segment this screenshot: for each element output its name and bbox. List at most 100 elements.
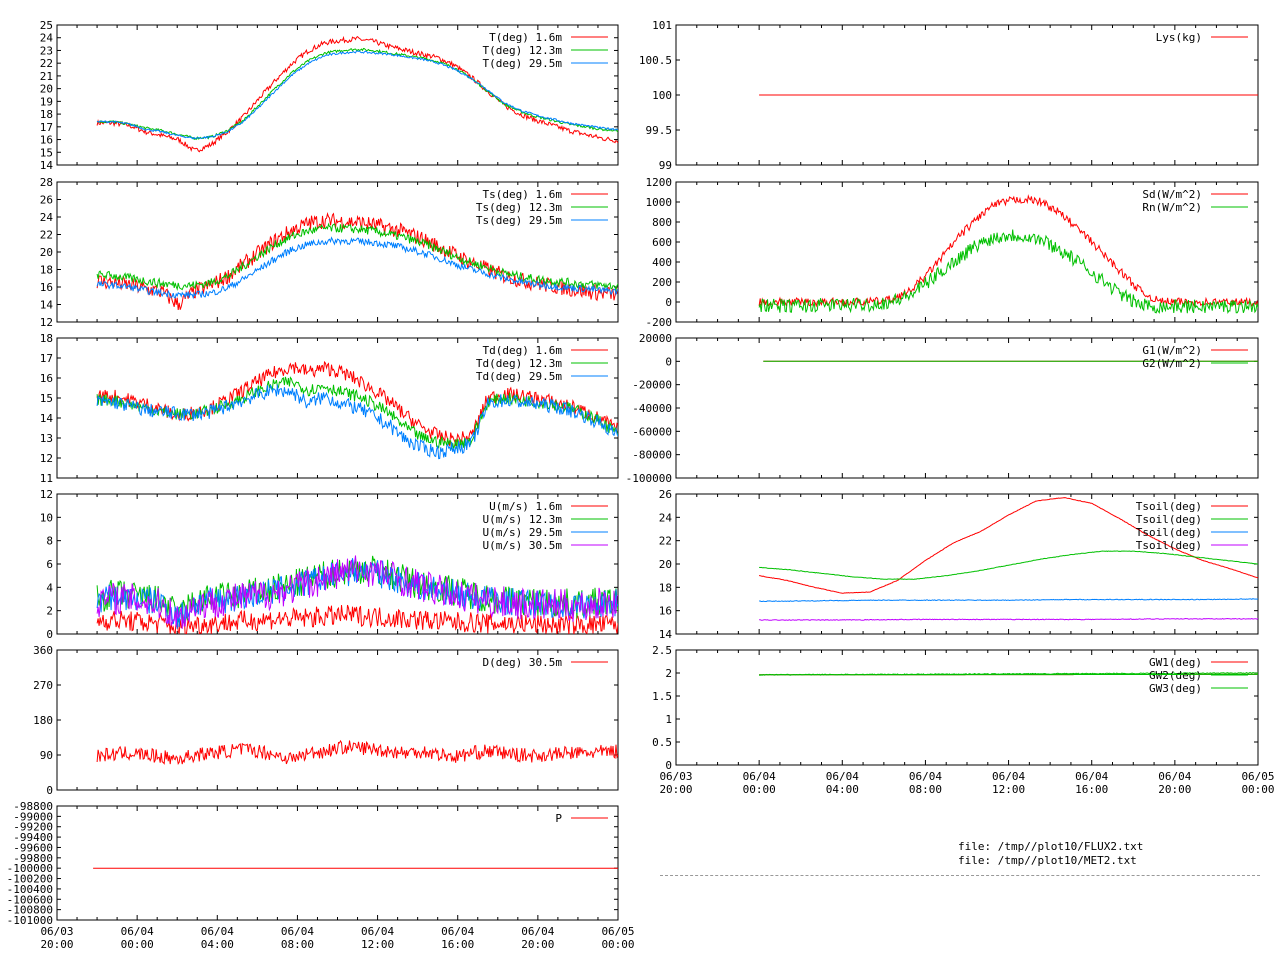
y-tick-label: 4 xyxy=(46,581,53,594)
y-tick-label: 28 xyxy=(40,176,53,189)
divider xyxy=(660,875,1260,876)
y-tick-label: 12 xyxy=(40,452,53,465)
y-tick-label: 1200 xyxy=(646,176,673,189)
legend-label: Lys(kg) xyxy=(1156,31,1202,44)
legend-label: Tsoil(deg) xyxy=(1136,513,1202,526)
y-tick-label: 14 xyxy=(40,412,54,425)
legend-label: T(deg) 12.3m xyxy=(483,44,563,57)
y-tick-label: 101 xyxy=(652,19,672,32)
legend-label: U(m/s) 29.5m xyxy=(483,526,563,539)
series-line xyxy=(96,384,618,460)
x-tick-label: 06/03 xyxy=(659,770,692,783)
y-tick-label: 1000 xyxy=(646,196,673,209)
y-tick-label: -100400 xyxy=(7,883,53,896)
y-tick-label: -20000 xyxy=(632,379,672,392)
y-tick-label: -80000 xyxy=(632,449,672,462)
y-tick-label: 16 xyxy=(40,134,53,147)
chart-pressure: -101000-100800-100600-100400-100200-1000… xyxy=(7,800,635,951)
legend-label: Tsoil(deg) xyxy=(1136,539,1202,552)
y-tick-label: 20 xyxy=(40,246,53,259)
series-line xyxy=(96,555,618,629)
y-tick-label: 20000 xyxy=(639,332,672,345)
y-tick-label: 23 xyxy=(40,44,53,57)
y-tick-label: 0 xyxy=(665,296,672,309)
series-line xyxy=(96,211,618,310)
chart-wind-speed: 0 2 4 6 8 10 12 U(m/s) 1.6mU(m/s) 12.3mU(m/s) 2… xyxy=(40,488,619,641)
y-tick-label: 0 xyxy=(46,628,53,641)
file-line: file: /tmp//plot10/FLUX2.txt xyxy=(958,840,1144,853)
series-line xyxy=(759,497,1258,594)
series-line xyxy=(759,617,1258,621)
y-tick-label: 14 xyxy=(40,159,54,172)
y-tick-label: 0 xyxy=(665,759,672,772)
y-tick-label: 100.5 xyxy=(639,54,672,67)
series-line xyxy=(759,550,1258,580)
y-tick-label: 0 xyxy=(46,784,53,797)
legend-label: GW1(deg) xyxy=(1149,656,1202,669)
x-tick-label: 20:00 xyxy=(521,938,554,951)
x-tick-label: 06/04 xyxy=(1158,770,1191,783)
y-tick-label: 15 xyxy=(40,146,53,159)
chart-lysimeter: 99 99.5 100 100.5 101 Lys(kg) xyxy=(639,19,1259,172)
y-tick-label: -99200 xyxy=(13,821,53,834)
x-tick-label: 06/04 xyxy=(909,770,942,783)
y-tick-label: -60000 xyxy=(632,425,672,438)
y-tick-label: 99 xyxy=(659,159,672,172)
y-tick-label: 20 xyxy=(40,83,53,96)
x-tick-label: 06/04 xyxy=(992,770,1025,783)
y-tick-label: -100800 xyxy=(7,904,53,917)
y-tick-label: 90 xyxy=(40,749,53,762)
legend-label: Ts(deg) 12.3m xyxy=(476,201,562,214)
plot-frame xyxy=(56,805,619,921)
y-tick-label: 180 xyxy=(33,714,53,727)
legend-label: U(m/s) 30.5m xyxy=(483,539,563,552)
y-tick-label: 26 xyxy=(659,488,672,501)
y-tick-label: 99.5 xyxy=(646,124,673,137)
y-tick-label: 2 xyxy=(665,667,672,680)
x-tick-label: 08:00 xyxy=(281,938,314,951)
y-tick-label: -99800 xyxy=(13,852,53,865)
y-tick-label: 18 xyxy=(40,332,53,345)
file-info: file: /tmp//plot10/FLUX2.txt file: /tmp//… xyxy=(958,840,1143,868)
x-tick-label: 20:00 xyxy=(1158,783,1191,796)
y-tick-label: -100000 xyxy=(7,862,53,875)
y-tick-label: 18 xyxy=(40,108,53,121)
y-tick-label: -100000 xyxy=(626,472,672,485)
legend-label: T(deg) 1.6m xyxy=(489,31,562,44)
x-tick-label: 06/04 xyxy=(201,925,234,938)
legend-label: D(deg) 30.5m xyxy=(483,656,563,669)
y-tick-label: 18 xyxy=(659,581,672,594)
y-tick-label: 24 xyxy=(40,211,54,224)
x-tick-label: 20:00 xyxy=(659,783,692,796)
y-tick-label: 100 xyxy=(652,89,672,102)
chart-wind-direction: 0 90 180 270 360 D(deg) 30.5m xyxy=(33,644,619,797)
y-tick-label: -40000 xyxy=(632,402,672,415)
legend-label: Sd(W/m^2) xyxy=(1142,188,1202,201)
x-tick-label: 00:00 xyxy=(1241,783,1274,796)
y-tick-label: -200 xyxy=(646,316,673,329)
y-tick-label: 25 xyxy=(40,19,53,32)
y-tick-label: 2 xyxy=(46,605,53,618)
y-tick-label: -99600 xyxy=(13,841,53,854)
chart-radiation: -200 0 200 400 600 800 1000 1200 Sd(W/m^2)Rn(W/m… xyxy=(646,176,1259,329)
x-tick-label: 06/04 xyxy=(826,770,859,783)
x-tick-label: 04:00 xyxy=(826,783,859,796)
legend-label: Tsoil(deg) xyxy=(1136,526,1202,539)
series-line xyxy=(759,598,1258,602)
file-line: file: /tmp//plot10/MET2.txt xyxy=(958,854,1137,867)
y-tick-label: 16 xyxy=(40,281,53,294)
y-tick-label: 11 xyxy=(40,472,53,485)
y-tick-label: 21 xyxy=(40,70,53,83)
y-tick-label: 6 xyxy=(46,558,53,571)
x-tick-label: 04:00 xyxy=(201,938,234,951)
y-tick-label: 14 xyxy=(659,628,673,641)
y-tick-label: 15 xyxy=(40,392,53,405)
y-tick-label: 13 xyxy=(40,432,53,445)
x-tick-label: 06/04 xyxy=(521,925,554,938)
x-tick-label: 06/05 xyxy=(1241,770,1274,783)
y-tick-label: -100200 xyxy=(7,873,53,886)
y-tick-label: 360 xyxy=(33,644,53,657)
